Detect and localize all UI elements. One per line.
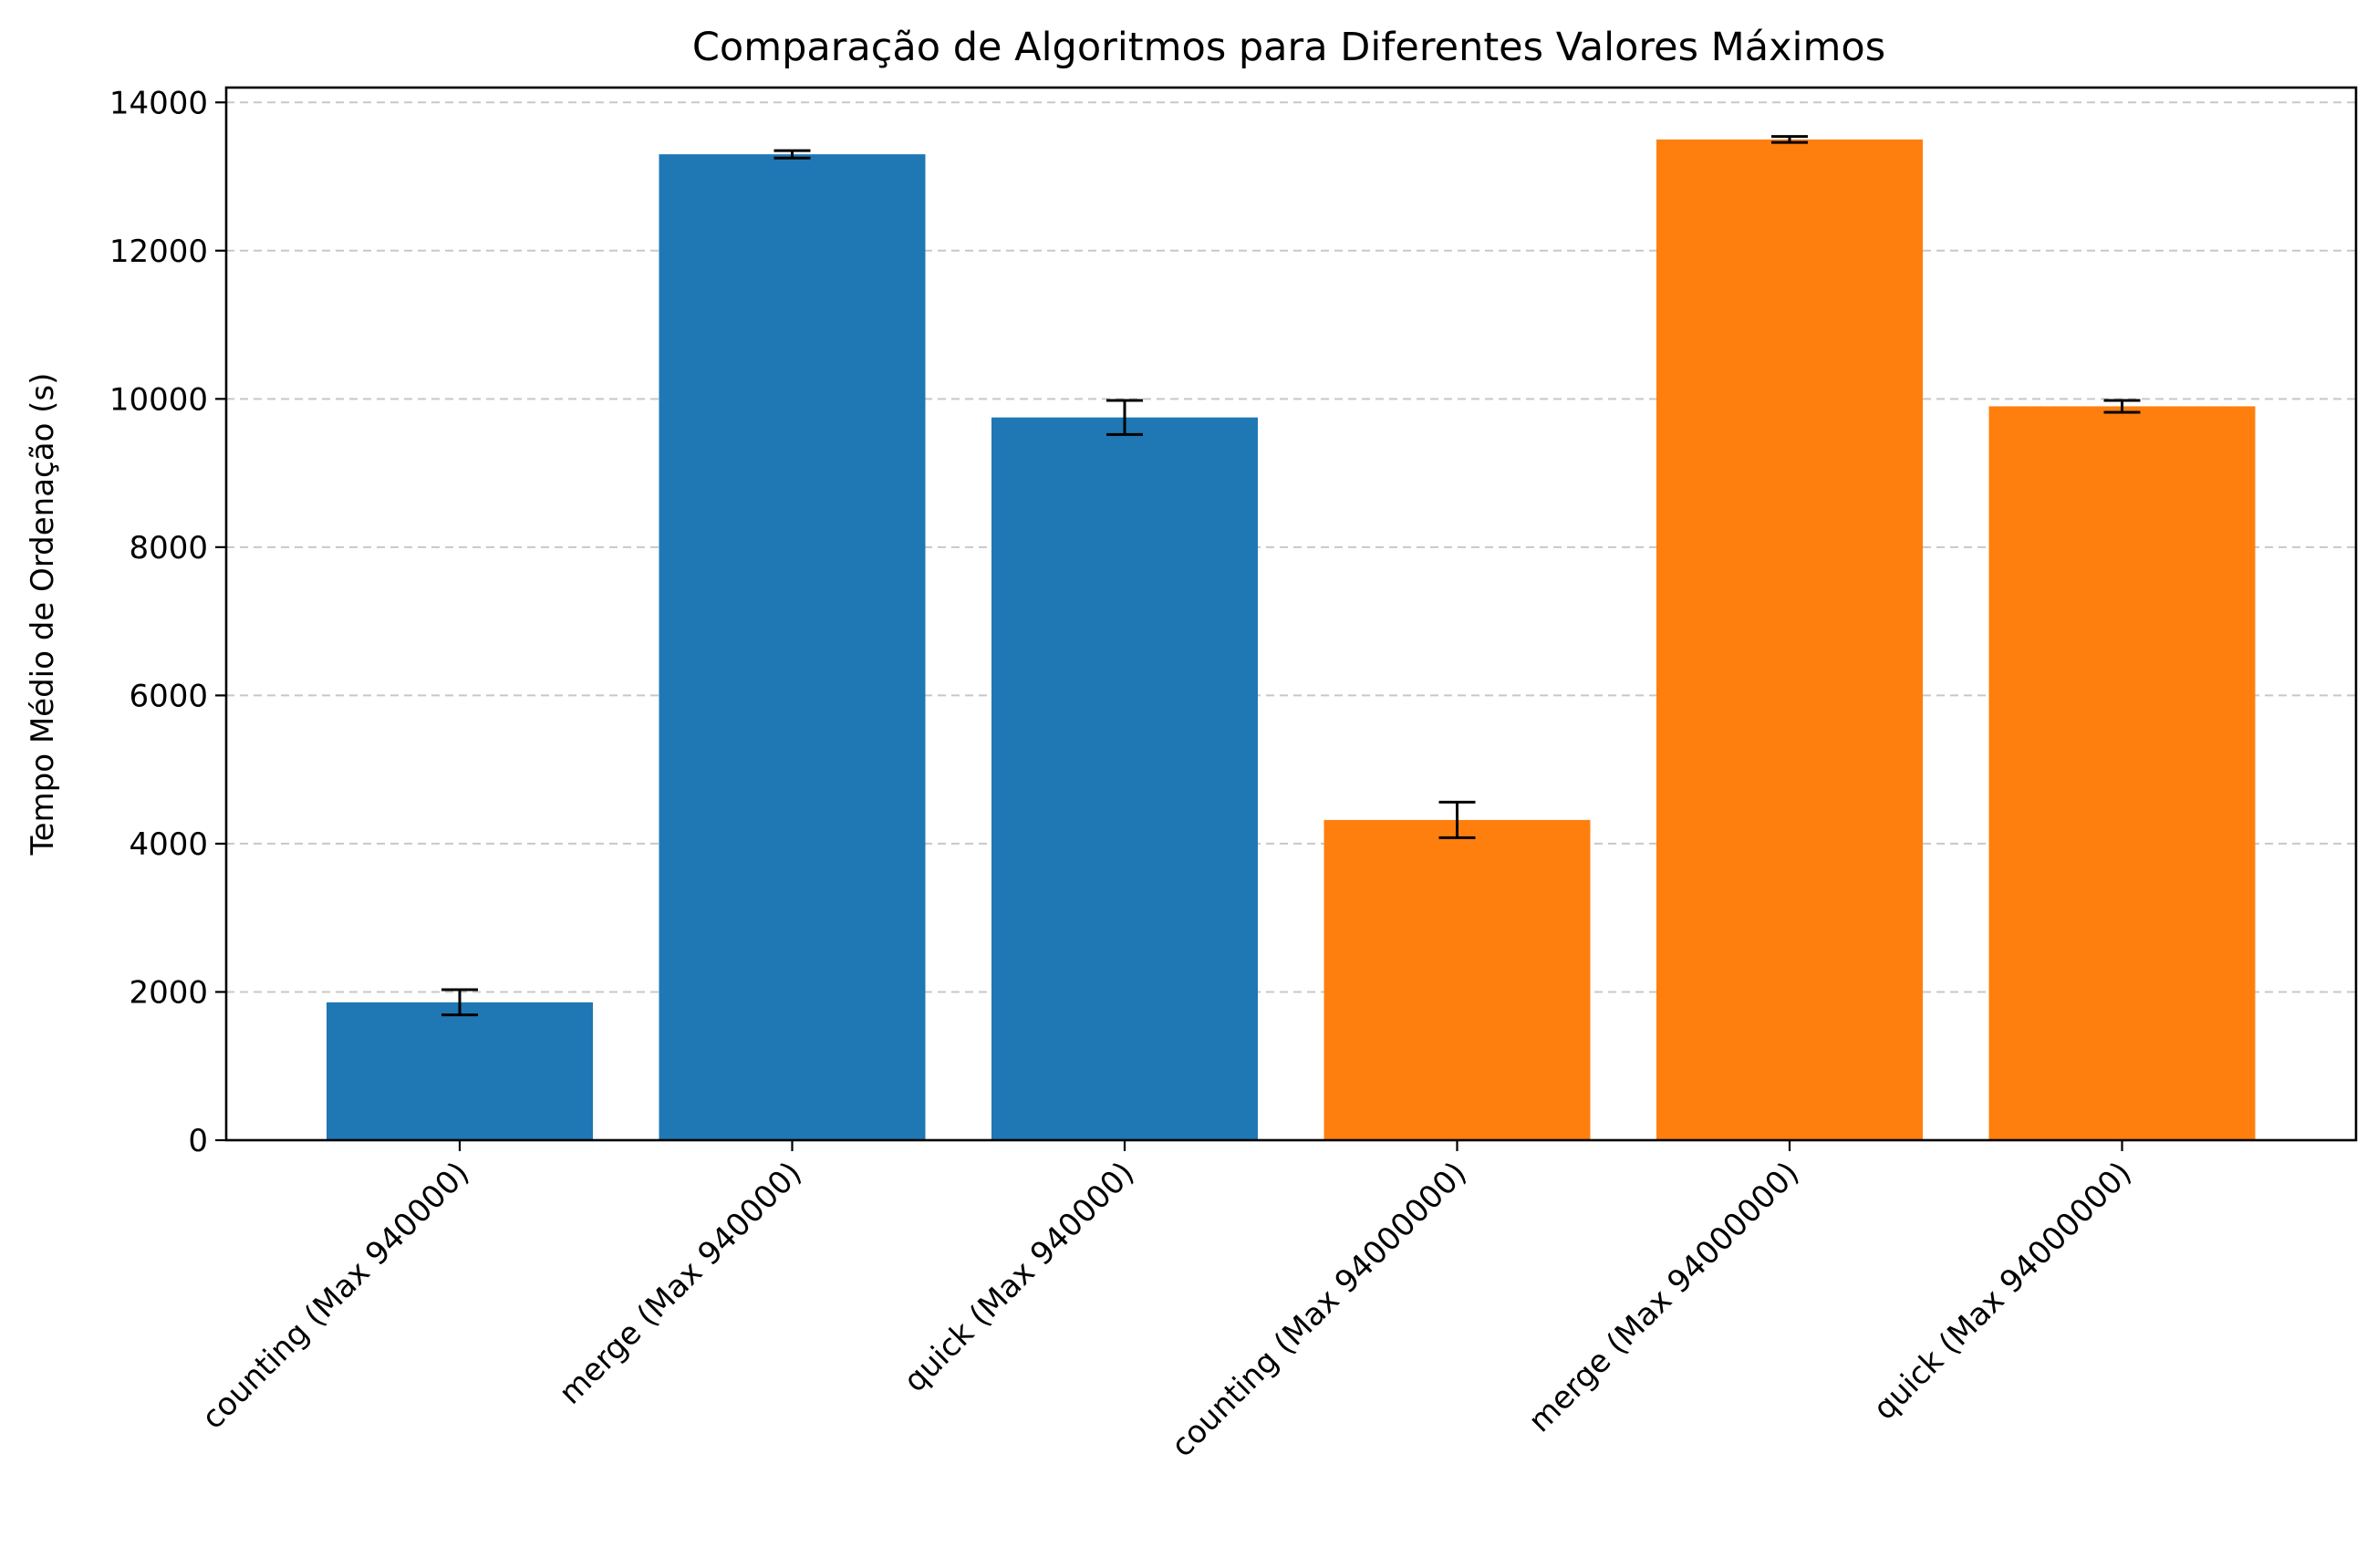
bar — [991, 417, 1258, 1140]
y-tick-label: 14000 — [109, 85, 208, 121]
y-tick-label: 8000 — [129, 530, 208, 566]
chart-title: Comparação de Algoritmos para Diferentes… — [692, 25, 1885, 70]
bar-layer — [327, 139, 2256, 1141]
x-tick-label: quick (Max 94000000) — [1866, 1155, 2139, 1428]
x-tick-label: merge (Max 940000) — [552, 1155, 809, 1412]
y-tick-label: 4000 — [129, 826, 208, 863]
y-tick-label: 10000 — [109, 381, 208, 418]
bar — [1656, 139, 1923, 1140]
bar — [1323, 819, 1591, 1140]
y-axis: 0 2000 4000 6000 8000 10000 12000 14000 — [109, 85, 226, 1159]
y-tick-label: 2000 — [129, 974, 208, 1011]
y-tick-label: 12000 — [109, 234, 208, 270]
x-tick-label: merge (Max 94000000) — [1521, 1155, 1806, 1439]
bar — [327, 1002, 593, 1140]
bar — [1988, 406, 2256, 1141]
y-axis-label: Tempo Médio de Ordenação (s) — [25, 373, 61, 857]
x-tick-label: counting (Max 940000) — [195, 1155, 477, 1437]
y-tick-label: 0 — [188, 1123, 208, 1159]
y-tick-label: 6000 — [129, 678, 208, 714]
plot-frame — [224, 86, 2358, 1142]
bar — [659, 154, 926, 1140]
error-bar-layer — [441, 135, 2141, 1017]
x-axis: counting (Max 940000) merge (Max 940000) q… — [195, 1140, 2139, 1464]
x-tick-label: counting (Max 94000000) — [1164, 1155, 1473, 1464]
x-tick-label: quick (Max 940000) — [897, 1155, 1141, 1399]
